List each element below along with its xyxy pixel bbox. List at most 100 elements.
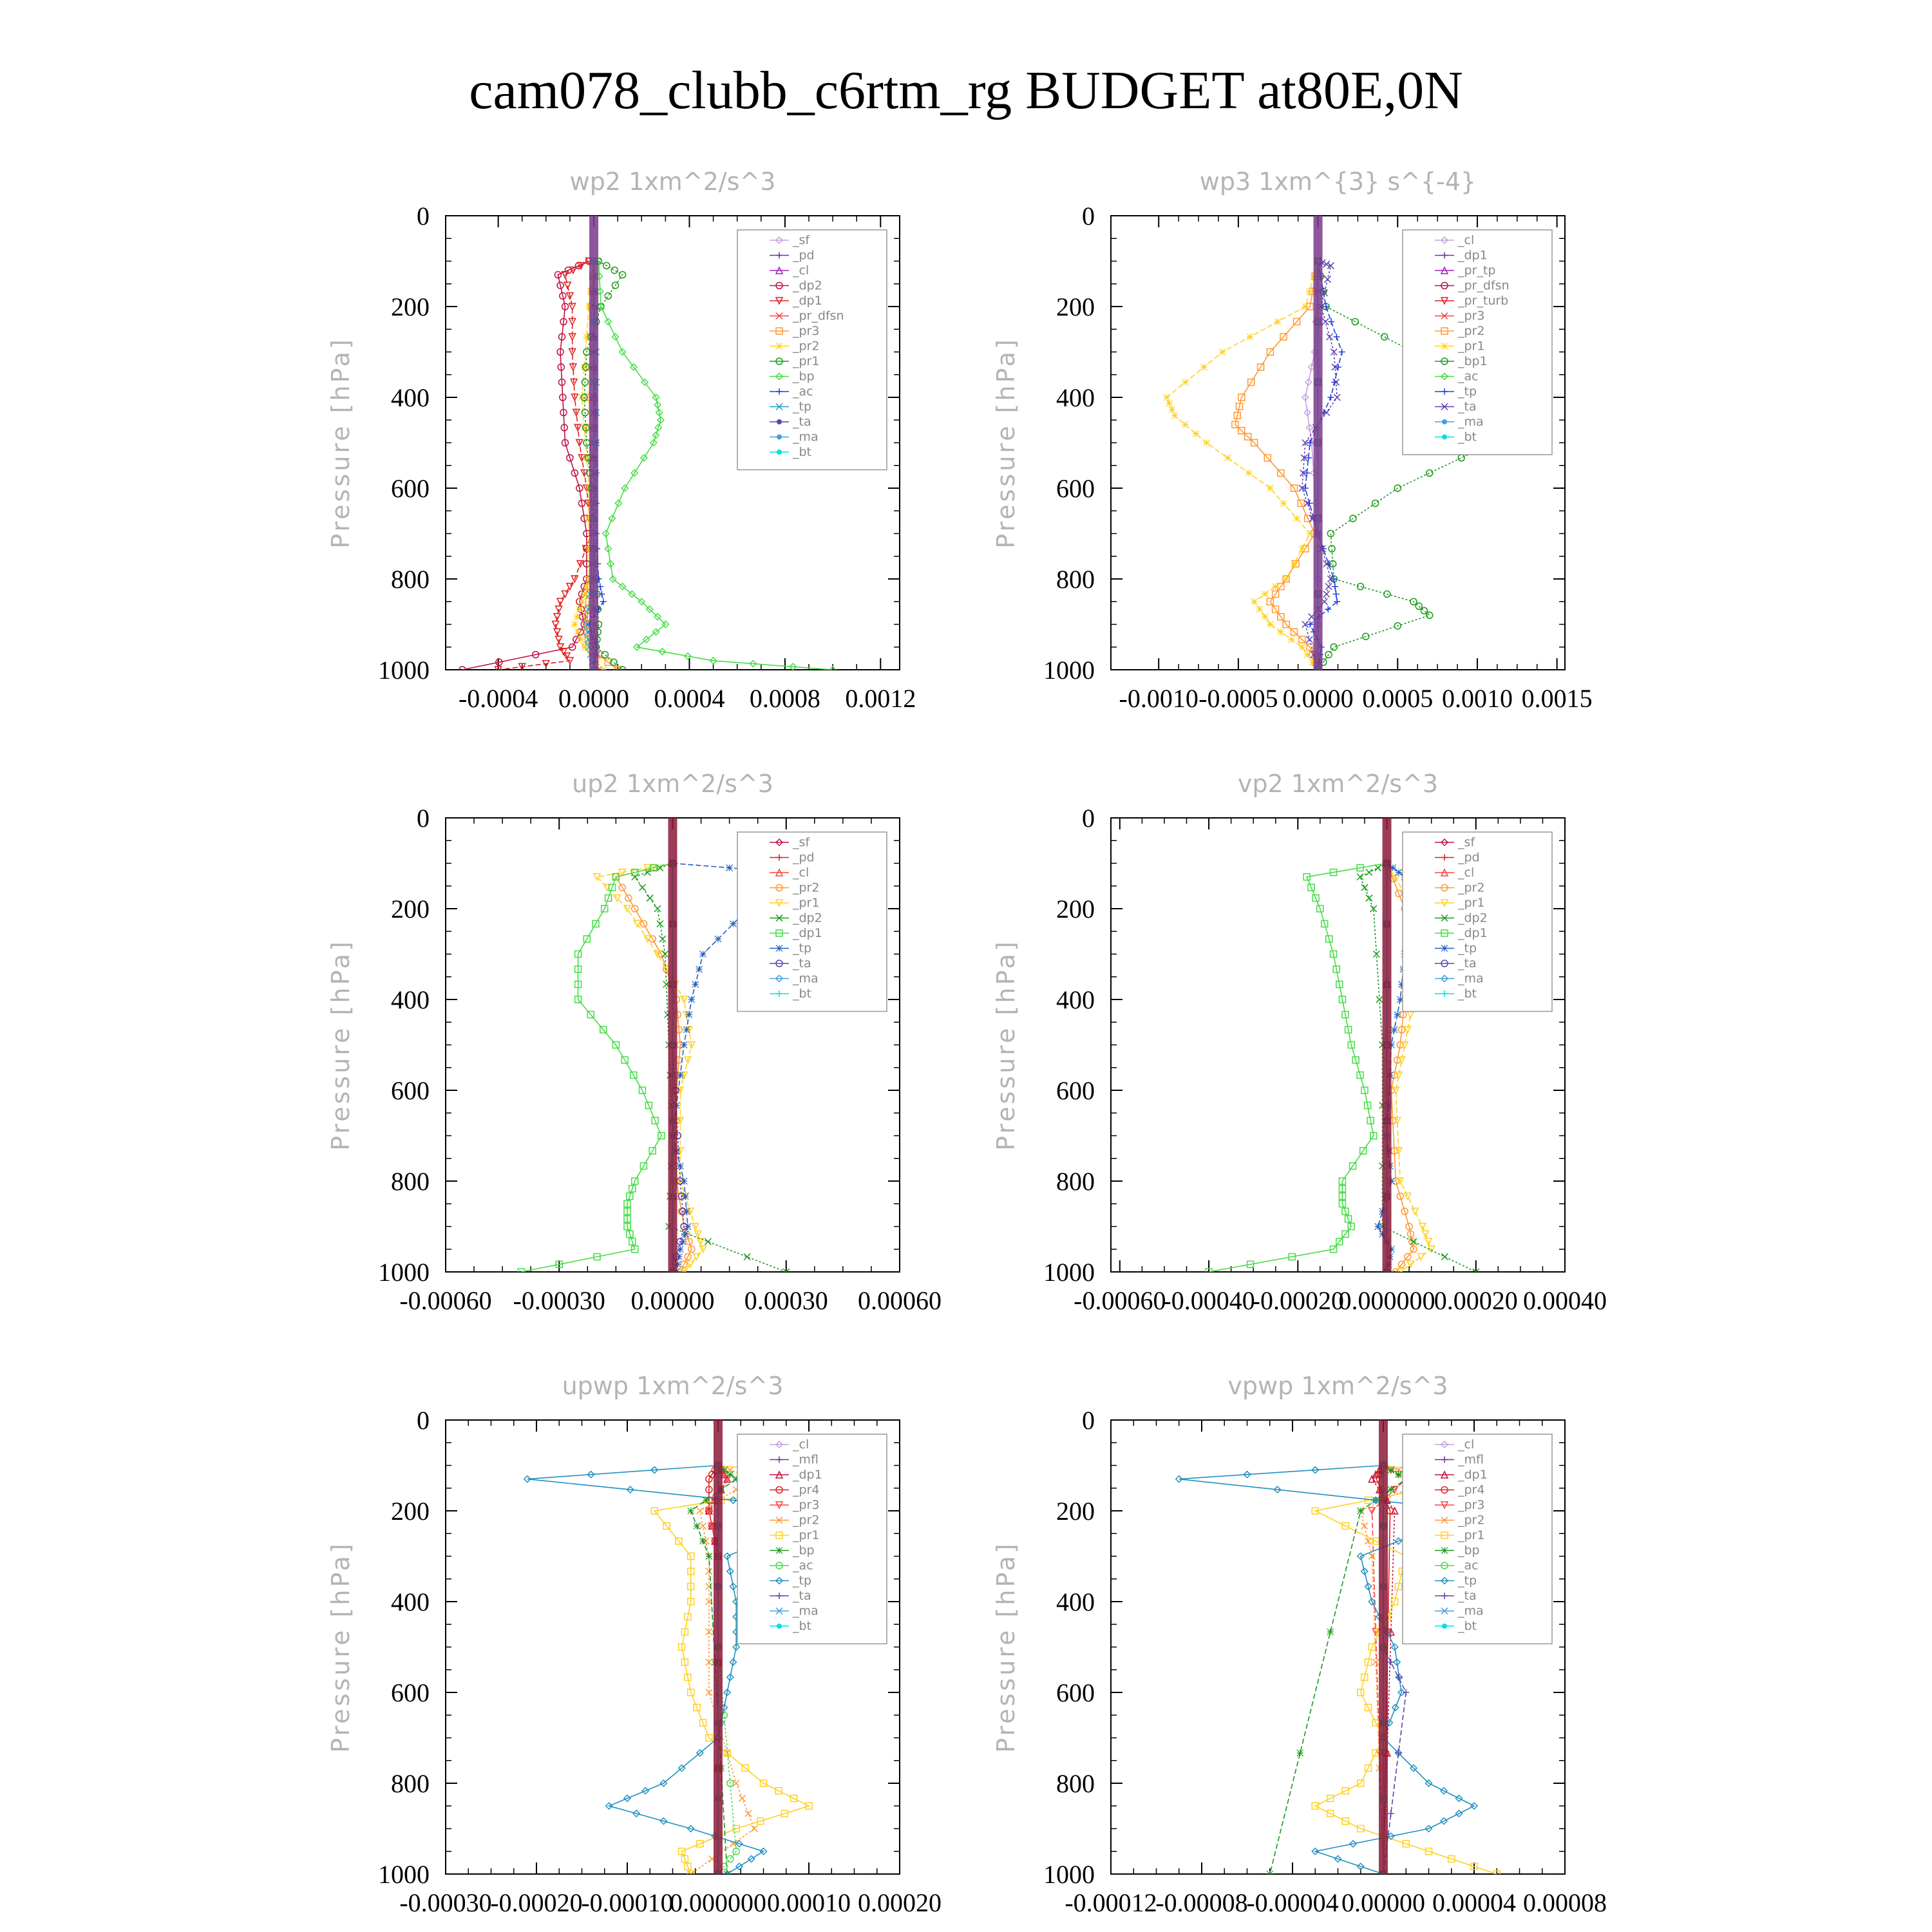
legend-marker (1441, 402, 1448, 411)
data-point (1238, 426, 1245, 435)
legend-marker (775, 357, 783, 365)
data-point (556, 348, 564, 356)
data-point (1395, 889, 1403, 898)
data-point (585, 545, 593, 553)
legend-marker (775, 1486, 783, 1494)
data-point (523, 1475, 531, 1483)
data-point (692, 1253, 701, 1262)
y-tick: 400 (1056, 985, 1565, 1068)
data-point (1244, 433, 1252, 440)
data-point (1421, 1230, 1430, 1238)
legend-marker (775, 297, 784, 305)
data-point (1311, 1507, 1319, 1515)
legend-marker (1441, 252, 1448, 259)
legend-label: _pr2 (792, 1513, 819, 1528)
y-tick: 1000 (378, 1860, 900, 1889)
data-point (1305, 423, 1314, 432)
data-point (1277, 469, 1285, 477)
data-point (597, 302, 605, 311)
data-point (568, 317, 576, 327)
data-point (618, 270, 627, 279)
data-point (683, 1056, 692, 1065)
data-point (1293, 317, 1301, 326)
legend-entry: _bp (770, 1544, 815, 1558)
data-point (1425, 469, 1434, 477)
legend-label: _pr3 (1457, 1498, 1484, 1512)
data-point (585, 575, 593, 583)
data-point (1368, 1597, 1376, 1606)
x-tick-label: 0.00020 (1434, 1286, 1518, 1315)
data-point (652, 431, 660, 439)
data-point (629, 1185, 636, 1193)
data-point (658, 647, 667, 656)
legend-marker (776, 388, 782, 395)
legend-marker (1440, 236, 1449, 245)
legend-label: _pd (1457, 851, 1480, 865)
data-point (656, 920, 664, 928)
y-tick-label: 400 (391, 1587, 430, 1616)
data-point (1455, 1794, 1463, 1803)
legend-label: _pr4 (1457, 1483, 1484, 1497)
x-tick: 0.00060 (858, 818, 942, 1315)
x-tick: 0.00020 (858, 1420, 942, 1917)
data-point (735, 1862, 743, 1871)
legend-marker (1442, 1624, 1447, 1629)
x-tick-label: -0.00030 (513, 1286, 605, 1315)
data-point (1401, 1208, 1408, 1215)
data-point (556, 598, 565, 606)
data-point (1493, 1870, 1501, 1874)
data-point (580, 363, 588, 371)
x-tick: -0.00012 (1065, 1420, 1180, 1917)
panel-6: vpwp 1xm^2/s^3 Pressure [hPa] 0 200 400 600 80… (992, 1372, 1607, 1917)
data-point (553, 613, 562, 621)
data-point (1300, 454, 1308, 462)
data-point (580, 424, 588, 431)
data-point (732, 1779, 740, 1787)
data-point (1243, 1470, 1251, 1479)
y-axis-label: Pressure [hPa] (327, 939, 355, 1151)
y-tick-label: 1000 (1043, 656, 1095, 685)
legend-label: _pr2 (792, 339, 819, 354)
data-point (1410, 1245, 1417, 1253)
data-point (1370, 1132, 1378, 1140)
legend-marker (775, 1501, 784, 1510)
y-tick-label: 0 (417, 202, 430, 231)
data-point (574, 628, 582, 636)
data-point (618, 582, 627, 591)
panel-2: wp3 1xm^{3} s^{-4} Pressure [hPa] 0 200 400 6… (992, 167, 1593, 713)
data-point (747, 1855, 755, 1863)
x-tick: 0.00010 (767, 1420, 878, 1917)
data-point (677, 1848, 686, 1855)
legend-label: _pr2 (1457, 1513, 1484, 1528)
x-tick: 0.00030 (744, 818, 872, 1315)
legend-label: _mfl (1457, 1453, 1484, 1467)
y-tick: 1000 (1043, 656, 1565, 685)
data-point (1365, 869, 1373, 876)
data-point (1368, 1643, 1376, 1651)
data-point (1266, 484, 1274, 492)
data-point (1251, 598, 1258, 605)
data-point (580, 643, 588, 651)
data-point (1264, 454, 1271, 462)
x-tick-label: 0.0015 (1522, 684, 1593, 713)
data-point (1301, 393, 1309, 402)
legend-entry: _dp1 (1435, 1468, 1488, 1482)
data-point (1400, 1041, 1409, 1050)
data-point (1403, 1192, 1412, 1201)
data-point (1390, 1598, 1399, 1605)
data-point (568, 643, 576, 651)
data-point (1372, 1496, 1380, 1504)
data-point (1330, 348, 1338, 356)
data-point (705, 1553, 713, 1560)
data-point (518, 663, 526, 670)
data-point (583, 620, 591, 629)
data-point (1273, 1486, 1282, 1494)
y-tick-label: 200 (391, 895, 430, 923)
data-point (687, 1041, 696, 1050)
legend-label: _ma (1457, 1604, 1484, 1618)
data-point (568, 333, 576, 341)
legend-marker (1441, 1531, 1448, 1539)
data-point (1323, 590, 1331, 598)
legend-entry: _ma (770, 1604, 819, 1618)
